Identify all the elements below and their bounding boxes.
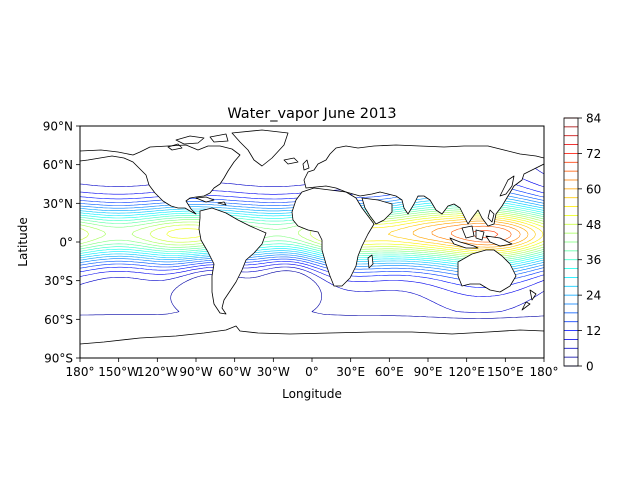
land-fill (232, 130, 288, 166)
land-fill (292, 188, 374, 286)
land-fill (362, 198, 392, 224)
y-tick-label: 30°S (44, 274, 73, 288)
coastline-japan (499, 175, 515, 197)
x-tick-label: 150°E (487, 365, 524, 379)
coastline-uk (302, 159, 310, 171)
y-tick-label: 30°N (43, 197, 73, 211)
colorbar-frame (563, 117, 579, 367)
y-tick-label: 90°N (43, 120, 73, 134)
y-tick-label: 0° (59, 236, 73, 250)
x-tick-label: 180° (530, 365, 559, 379)
y-axis-label: Latitude (16, 217, 30, 266)
x-axis-label: Longitude (282, 387, 342, 401)
coastline-caribbean (195, 196, 227, 206)
x-tick-label: 90°E (414, 365, 443, 379)
coastline-iceland (283, 157, 299, 165)
x-tick-label: 150°W (98, 365, 139, 379)
land-fill (458, 250, 516, 292)
land-fill (500, 176, 514, 196)
chart-title: Water_vapor June 2013 (227, 106, 396, 122)
coastline-africa (291, 187, 375, 287)
contour-line (80, 270, 544, 319)
x-tick-label: 180° (66, 365, 95, 379)
coastline-eurasia (303, 144, 544, 227)
coastline-arabia (361, 197, 393, 225)
land-fill (450, 210, 512, 248)
colorbar-tick-label: 60 (586, 182, 601, 196)
coastline-australia (457, 249, 517, 293)
colorbar-tick-label: 84 (586, 112, 601, 126)
y-axis: 90°N 60°N 30°N 0° 30°S 60°S 90°S (43, 120, 80, 366)
colorbar-tick-label: 12 (586, 324, 601, 338)
y-tick-label: 60°N (43, 158, 73, 172)
colorbar-tick-label: 72 (586, 147, 601, 161)
coastline-indonesia (449, 209, 513, 249)
coastline-madagascar (367, 254, 374, 269)
colorbar-tick-label: 48 (586, 218, 601, 232)
land-fill (199, 208, 266, 314)
coastlines (80, 129, 544, 345)
x-tick-label: 120°E (448, 365, 485, 379)
colorbar-tick-label: 24 (586, 289, 601, 303)
coastline-greenland (231, 129, 289, 167)
map-area (79, 125, 545, 359)
contour-line (412, 220, 529, 248)
x-tick-label: 120°W (137, 365, 178, 379)
x-tick-label: 90°W (179, 365, 212, 379)
land-fill (522, 290, 536, 310)
coastline-antarctica (80, 325, 544, 345)
coastline-north-america (80, 144, 241, 215)
x-tick-label: 60°W (218, 365, 251, 379)
x-tick-label: 30°W (257, 365, 290, 379)
x-tick-label: 0° (305, 365, 319, 379)
x-tick-label: 30°E (336, 365, 365, 379)
land-fill (80, 126, 240, 214)
colorbar: 0 12 24 36 48 60 72 84 (563, 112, 601, 374)
coastline-arctic-islands (167, 133, 229, 151)
x-tick-label: 60°E (375, 365, 404, 379)
colorbar-tick-label: 0 (586, 360, 594, 374)
colorbar-tick-label: 36 (586, 253, 601, 267)
y-tick-label: 90°S (44, 352, 73, 366)
y-tick-label: 60°S (44, 313, 73, 327)
coastline-new-zealand (521, 289, 537, 311)
coastline-south-america (198, 207, 267, 315)
land-fill (304, 126, 544, 226)
